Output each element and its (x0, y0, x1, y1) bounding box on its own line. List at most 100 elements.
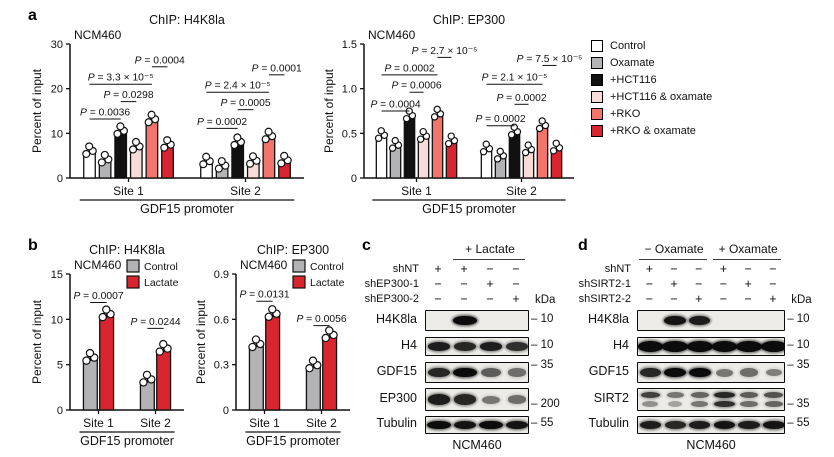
blot-target-label-gdf15: GDF15 (376, 363, 417, 378)
treatment-label-0: + Lactate (465, 242, 515, 256)
band-sirt2-lane-5 (740, 400, 758, 408)
band-ep300-lane-2 (453, 394, 476, 405)
group-axis-label: GDF15 promoter (422, 202, 516, 216)
legend-label-4: +RKO (610, 108, 641, 120)
sign-1-2: + (486, 277, 494, 291)
bar--rko-oxamate-group-2 (550, 149, 563, 179)
kda-marker-gdf15: – 35 (787, 359, 810, 371)
legend-panel-a: Control Oxamate +HCT116 +HCT116 & oxamate +R… (591, 40, 712, 137)
band-tubulin-lane-4 (713, 420, 736, 430)
data-point (155, 347, 164, 356)
legend-swatch-4 (591, 108, 603, 120)
panel-c-label: c (362, 237, 371, 254)
band-tubulin-lane-6 (762, 420, 785, 430)
data-point (549, 147, 558, 155)
data-point (82, 356, 91, 365)
band-h4-lane-5 (736, 341, 762, 352)
sign-0-2: − (695, 262, 703, 276)
sign-0-3: − (512, 262, 520, 276)
y-tick-label: 0 (351, 173, 357, 185)
cell-line-label: NCM460 (74, 258, 122, 272)
sign-1-0: − (645, 277, 653, 291)
data-point (160, 143, 169, 152)
sh-row-label-1: shSIRT2-1 (578, 278, 631, 290)
legend-item-1: Oxamate (591, 57, 712, 69)
group-axis-label: GDF15 promoter (246, 434, 340, 448)
treatment-label-0: − Oxamate (644, 242, 704, 256)
legend-item-5: +RKO & oxamate (591, 125, 712, 137)
data-point (98, 312, 107, 322)
band-h4k8la-lane-2 (453, 315, 477, 326)
blot-target-label-h4: H4 (401, 337, 417, 352)
data-point (374, 134, 383, 143)
data-point (102, 305, 111, 314)
data-point (214, 164, 223, 173)
bar--hct116-oxamate-group-1 (417, 138, 430, 179)
band-tubulin-lane-5 (738, 420, 760, 430)
band-h4-lane-1 (638, 341, 664, 352)
band-sirt2-lane-4 (714, 400, 735, 408)
kda-marker-gdf15: – 35 (531, 359, 554, 371)
sign-0-2: − (486, 262, 494, 276)
sh-row-label-2: shSIRT2-2 (578, 293, 631, 305)
data-point (128, 145, 138, 154)
sign-2-2: + (695, 292, 703, 306)
bar-control-group-1 (248, 345, 264, 411)
data-point (388, 144, 397, 152)
band-h4-lane-3 (686, 341, 713, 352)
bar-lactate-group-1 (265, 315, 281, 411)
group-label: Site 2 (230, 184, 261, 198)
data-point (264, 127, 273, 136)
p-value-label: P = 2.7 × 10⁻⁵ (412, 46, 478, 57)
blot-target-label-h4k8la: H4K8la (376, 311, 417, 326)
blot-target-label-tubulin: Tubulin (588, 416, 629, 430)
p-value-label: P = 0.0056 (296, 314, 346, 325)
legend-swatch-lactate (292, 275, 306, 289)
data-point (535, 124, 544, 133)
sign-2-0: − (645, 292, 653, 306)
blot-panel-d: − Oxamate + Oxamate shNT + − − + − − shSIRT2-1− + −… (578, 238, 834, 457)
data-point (139, 378, 148, 387)
y-tick-label: 0 (223, 405, 229, 417)
chart-a-chip-h4k8la: ChIP: H4K8la NCM460 Percent of input 0 10 20 3… (30, 13, 304, 216)
p-value-label: P = 0.0004 (370, 100, 420, 111)
blot-box-gdf15 (425, 362, 529, 383)
bar-control-group-1 (82, 359, 98, 411)
data-point (280, 151, 289, 160)
cell-line-label: NCM460 (368, 28, 416, 42)
kda-marker-h4: – 10 (531, 338, 554, 351)
data-point (419, 127, 427, 136)
sign-1-2: − (695, 277, 703, 291)
y-tick-label: 0.9 (214, 269, 229, 281)
band-h4-lane-3 (479, 342, 503, 351)
data-point (202, 152, 211, 161)
legend-item-0: Control (591, 40, 712, 52)
band-gdf15-lane-1 (427, 367, 450, 378)
p-value-label: P = 2.1 × 10⁻⁵ (482, 73, 548, 84)
data-point (159, 339, 168, 349)
chart-title: ChIP: H4K8la (149, 13, 225, 27)
sign-0-1: + (460, 262, 468, 276)
data-point (245, 159, 255, 168)
blot-box-h4 (425, 337, 529, 356)
data-point (447, 132, 455, 140)
band-tubulin-lane-4 (505, 420, 528, 430)
kda-marker-h4k8la: – 10 (787, 312, 810, 325)
sign-2-3: + (512, 292, 520, 306)
bar-control-group-1 (375, 137, 388, 179)
bar--hct116-group-1 (403, 117, 416, 179)
band-tubulin-lane-2 (453, 420, 477, 430)
band-h4k8la-lane-3 (689, 315, 711, 326)
blot-box-gdf15 (637, 362, 786, 383)
data-point (493, 155, 502, 163)
data-point (261, 135, 270, 144)
bar--rko-oxamate-group-1 (445, 142, 458, 179)
sign-1-0: − (434, 277, 442, 291)
y-axis-label: Percent of input (30, 299, 44, 384)
data-point (97, 158, 106, 167)
legend-swatch-0 (591, 40, 603, 52)
p-value-label: P = 0.0131 (239, 290, 289, 301)
band-tubulin-lane-3 (689, 420, 711, 430)
data-point (131, 137, 141, 147)
